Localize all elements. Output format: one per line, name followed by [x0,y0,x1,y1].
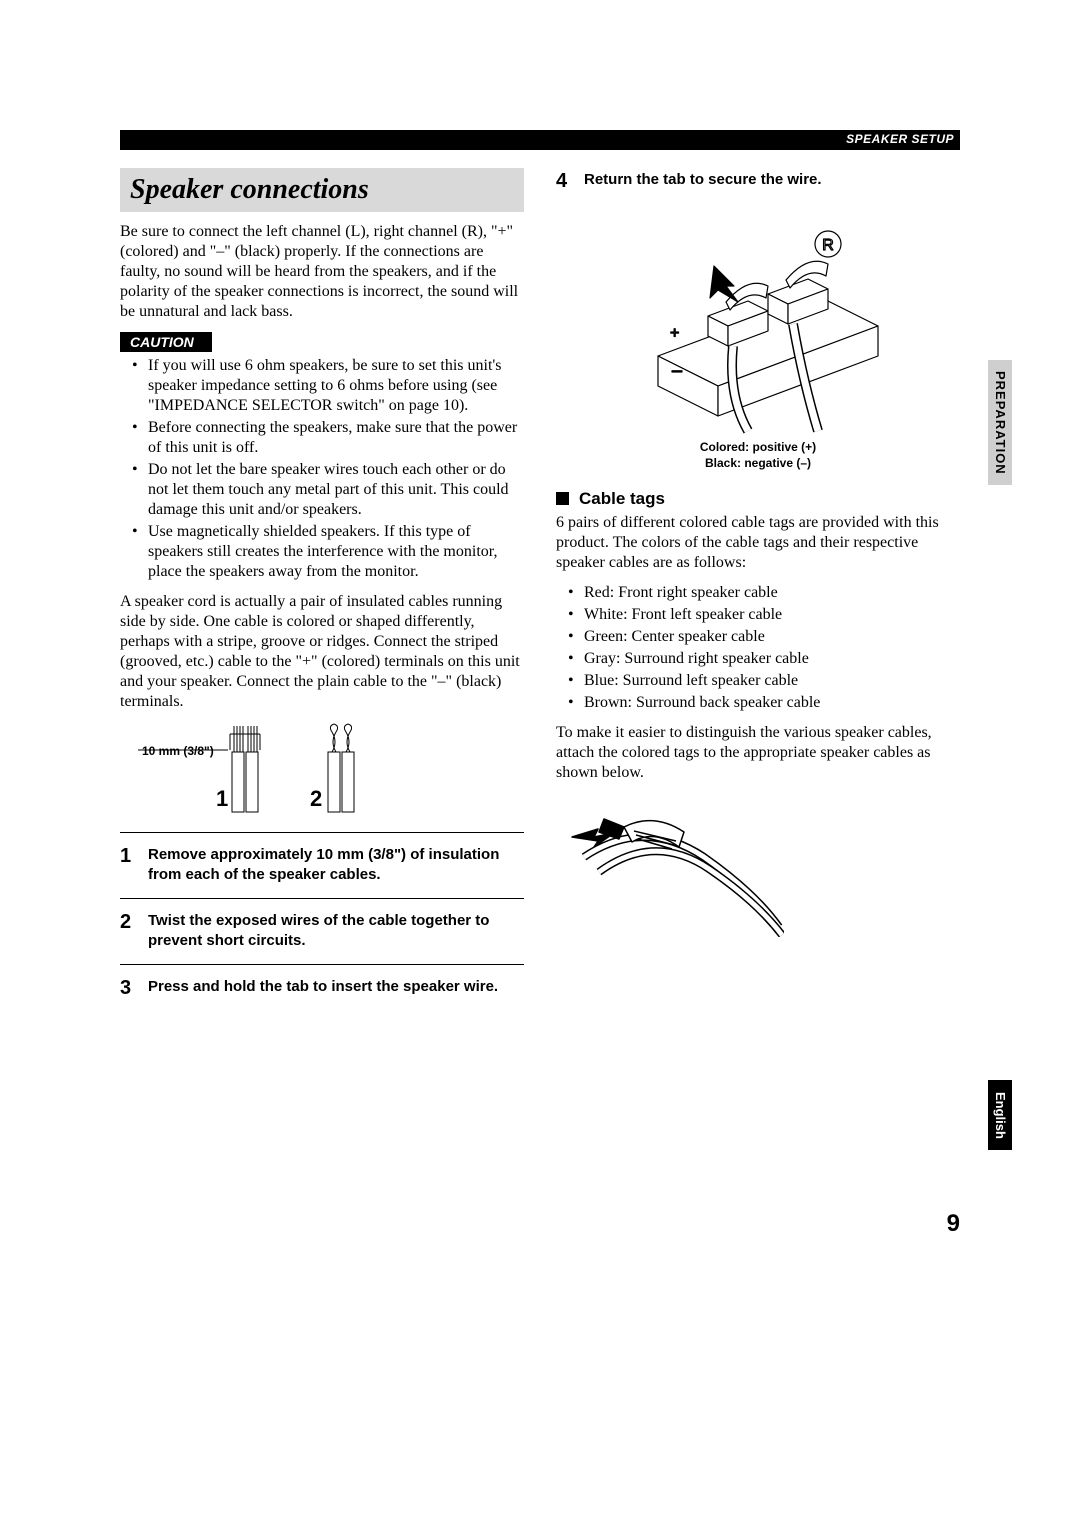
tag-color-list: Red: Front right speaker cable White: Fr… [556,583,960,713]
intro-paragraph: Be sure to connect the left channel (L),… [120,222,524,322]
two-column-layout: Speaker connections Be sure to connect t… [120,168,960,1007]
side-tab-preparation: PREPARATION [988,360,1012,485]
caution-item: If you will use 6 ohm speakers, be sure … [120,356,524,416]
svg-text:+: + [670,325,679,342]
step-number: 3 [120,975,148,1001]
right-column: 4 Return the tab to secure the wire. R [556,168,960,1007]
tags-outro: To make it easier to distinguish the var… [556,723,960,783]
tags-intro: 6 pairs of different colored cable tags … [556,513,960,573]
tag-item: Brown: Surround back speaker cable [556,693,960,713]
header-category: SPEAKER SETUP [846,132,954,146]
divider [120,898,524,899]
step-number: 1 [120,843,148,884]
square-bullet-icon [556,492,569,505]
tag-item: Blue: Surround left speaker cable [556,671,960,691]
step-3: 3 Press and hold the tab to insert the s… [120,971,524,1007]
divider [120,832,524,833]
divider [120,964,524,965]
header-bar: SPEAKER SETUP [120,130,960,150]
cord-paragraph: A speaker cord is actually a pair of ins… [120,592,524,712]
tag-item: Red: Front right speaker cable [556,583,960,603]
caution-item: Do not let the bare speaker wires touch … [120,460,524,520]
terminal-figure-icon: R [618,206,898,436]
caution-list: If you will use 6 ohm speakers, be sure … [120,356,524,582]
svg-text:R: R [822,237,834,254]
wire-strip-icon: 1 2 [120,722,524,822]
step-text: Twist the exposed wires of the cable tog… [148,909,524,950]
step-text: Press and hold the tab to insert the spe… [148,975,524,1001]
step-number: 4 [556,168,584,194]
step-text: Remove approximately 10 mm (3/8") of ins… [148,843,524,884]
caution-label: CAUTION [120,332,212,352]
caution-item: Use magnetically shielded speakers. If t… [120,522,524,582]
svg-text:–: – [672,360,682,380]
cable-tag-figure-icon [564,797,784,937]
tag-item: White: Front left speaker cable [556,605,960,625]
caption-line-1: Colored: positive (+) [700,440,816,454]
step-2: 2 Twist the exposed wires of the cable t… [120,905,524,956]
cable-tags-label: Cable tags [579,489,665,508]
terminal-caption: Colored: positive (+) Black: negative (–… [556,440,960,471]
section-title: Speaker connections [130,174,514,206]
page-number: 9 [947,1210,960,1238]
page-content: SPEAKER SETUP Speaker connections Be sur… [120,130,960,1007]
step-4: 4 Return the tab to secure the wire. [556,168,960,200]
step-text: Return the tab to secure the wire. [584,168,960,194]
tag-item: Green: Center speaker cable [556,627,960,647]
figure-number-1: 1 [216,786,228,811]
caution-item: Before connecting the speakers, make sur… [120,418,524,458]
tag-item: Gray: Surround right speaker cable [556,649,960,669]
wire-strip-figure: 10 mm (3/8") [120,722,524,822]
cable-tags-heading: Cable tags [556,489,960,509]
wire-length-label: 10 mm (3/8") [142,744,214,758]
step-1: 1 Remove approximately 10 mm (3/8") of i… [120,839,524,890]
figure-number-2: 2 [310,786,322,811]
left-column: Speaker connections Be sure to connect t… [120,168,524,1007]
section-title-box: Speaker connections [120,168,524,212]
step-number: 2 [120,909,148,950]
side-tab-english: English [988,1080,1012,1150]
caption-line-2: Black: negative (–) [705,456,811,470]
